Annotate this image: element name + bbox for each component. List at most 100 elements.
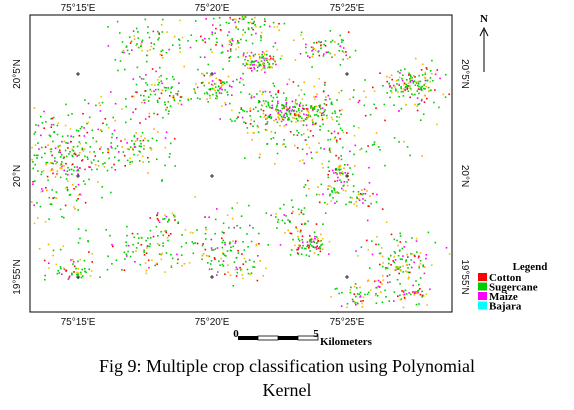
pixel <box>251 94 253 97</box>
pixel <box>360 246 363 248</box>
pixel <box>425 257 427 260</box>
pixel <box>399 241 402 243</box>
pixel <box>379 72 381 74</box>
pixel <box>111 166 113 169</box>
pixel <box>390 90 392 92</box>
pixel <box>312 46 314 49</box>
pixel <box>322 55 325 57</box>
pixel <box>316 151 318 153</box>
pixel <box>240 38 242 41</box>
pixel <box>64 124 67 127</box>
pixel <box>304 223 307 225</box>
pixel <box>227 50 229 52</box>
pixel <box>336 116 338 118</box>
pixel <box>50 126 53 128</box>
pixel <box>205 226 207 229</box>
pixel <box>328 253 330 255</box>
pixel <box>101 196 103 199</box>
pixel <box>129 163 131 165</box>
pixel <box>79 193 81 196</box>
pixel <box>242 29 245 31</box>
pixel <box>381 283 383 285</box>
pixel <box>158 33 161 36</box>
pixel <box>220 82 222 84</box>
pixel <box>68 153 70 155</box>
pixel <box>37 124 40 127</box>
pixel <box>259 90 261 92</box>
pixel <box>422 264 424 266</box>
pixel <box>229 118 232 121</box>
pixel <box>165 78 168 80</box>
pixel <box>362 202 364 204</box>
pixel <box>322 248 324 251</box>
pixel <box>174 165 176 167</box>
pixel <box>375 286 377 289</box>
pixel <box>300 34 302 36</box>
pixel <box>125 105 127 108</box>
pixel <box>327 139 329 141</box>
pixel <box>406 85 408 88</box>
pixel <box>330 101 333 104</box>
pixel <box>303 207 306 209</box>
pixel <box>253 266 256 268</box>
pixel <box>382 279 384 281</box>
pixel <box>165 106 168 109</box>
pixel <box>132 30 135 32</box>
pixel <box>102 152 104 154</box>
pixel <box>414 84 417 86</box>
pixel <box>400 270 402 272</box>
pixel <box>135 247 138 249</box>
pixel <box>229 41 232 43</box>
pixel <box>208 88 210 91</box>
pixel <box>357 127 360 129</box>
pixel <box>144 137 146 140</box>
pixel <box>378 252 381 255</box>
pixel <box>303 113 305 116</box>
pixel <box>169 233 172 235</box>
pixel <box>388 82 390 85</box>
pixel <box>297 244 300 246</box>
pixel <box>315 223 318 225</box>
pixel <box>301 247 303 249</box>
pixel <box>312 240 315 243</box>
pixel <box>132 243 134 246</box>
pixel <box>374 294 377 297</box>
pixel <box>350 201 352 204</box>
pixel <box>240 268 243 270</box>
pixel <box>321 118 324 121</box>
pixel <box>139 122 141 124</box>
pixel <box>276 121 279 124</box>
pixel <box>50 123 53 126</box>
pixel <box>292 106 294 108</box>
pixel <box>385 268 387 271</box>
pixel <box>152 235 155 238</box>
pixel <box>248 204 250 207</box>
pixel <box>270 138 272 140</box>
pixel <box>123 269 126 271</box>
pixel <box>292 206 294 208</box>
pixel <box>241 16 244 18</box>
pixel <box>298 94 300 97</box>
pixel <box>262 275 265 277</box>
pixel <box>289 112 292 115</box>
pixel <box>144 98 147 101</box>
pixel <box>157 79 159 81</box>
pixel <box>66 188 69 191</box>
pixel <box>221 88 223 91</box>
pixel <box>80 194 82 196</box>
pixel <box>36 157 38 159</box>
pixel <box>161 89 164 91</box>
pixel <box>344 172 347 174</box>
pixel <box>117 69 119 72</box>
pixel <box>191 241 194 243</box>
pixel <box>263 67 266 69</box>
pixel <box>422 295 425 297</box>
pixel <box>52 254 54 257</box>
pixel <box>79 237 81 240</box>
pixel <box>390 264 392 266</box>
pixel <box>283 125 285 127</box>
pixel <box>411 237 413 239</box>
pixel <box>168 110 170 112</box>
pixel <box>341 187 343 190</box>
